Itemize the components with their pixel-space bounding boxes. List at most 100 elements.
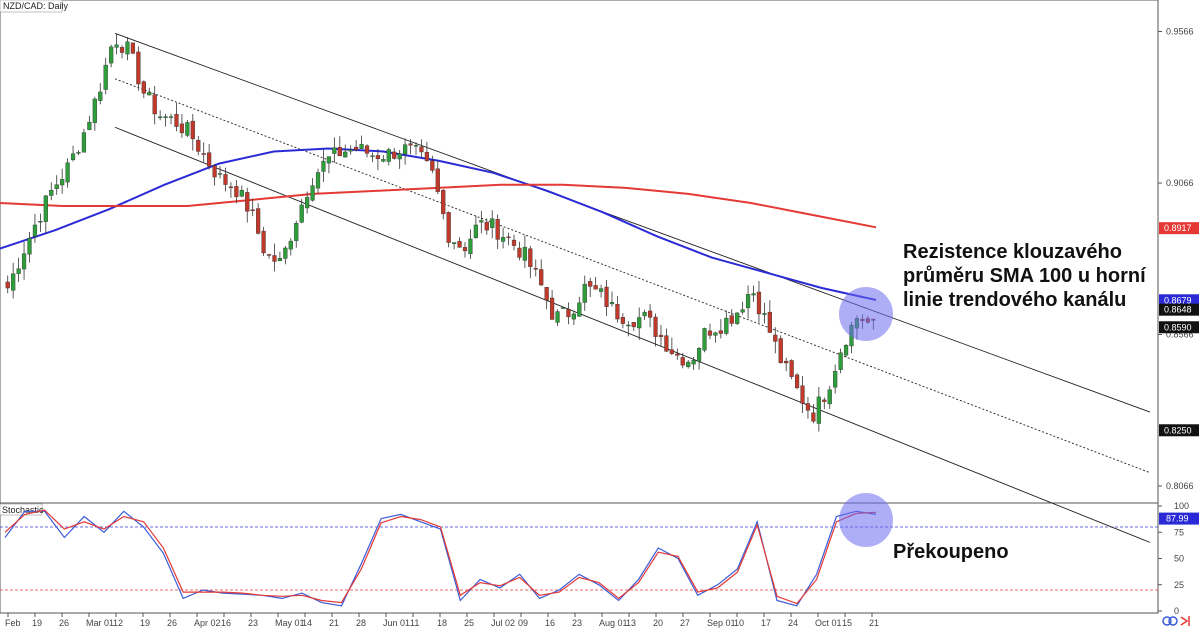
candle-body [337,147,342,157]
candle-body [707,330,713,336]
candle-body [403,144,408,155]
candle-body [441,190,446,215]
candle-body [511,239,517,246]
candle-body [686,361,691,367]
candle-body [343,151,348,158]
candle-body [745,294,751,309]
candle-body [647,310,653,318]
x-tick-label: May 01 [275,618,305,628]
x-tick-label: 16 [545,618,555,628]
candle-body [794,374,800,389]
main-title-box: NZD/CAD: Daily [0,0,69,13]
candle-body [212,165,217,178]
candle-body [560,307,566,309]
candle-body [38,221,43,223]
candle-body [81,132,87,153]
channel-middle-line [114,78,1151,474]
candle-body [740,309,745,313]
x-tick-label: 13 [626,618,636,628]
x-tick-label: 27 [680,618,690,628]
candle-body [168,116,174,118]
x-tick-label: Jun 01 [383,618,410,628]
candle-body [598,288,604,292]
candle-body [228,186,234,189]
candle-body [92,98,97,124]
candle-body [446,212,451,243]
candle-body [419,146,424,153]
x-tick-label: 25 [464,618,474,628]
candle-body [354,146,359,150]
candle-body [272,255,277,262]
stoch-y-tick-label: 100 [1174,501,1189,511]
candle-body [234,186,239,198]
candle-body [582,283,587,303]
candle-body [767,311,772,333]
y-tick-label: 0.9066 [1166,178,1194,188]
candle-body [315,172,321,189]
price-tag [1159,321,1199,334]
candle-body [609,302,615,305]
x-tick-label: 16 [221,618,231,628]
stoch-value-tag [1159,512,1199,525]
candle-body [65,162,70,183]
candle-body [386,149,391,162]
x-tick-label: 17 [761,618,771,628]
candle-body [435,168,440,192]
x-tick-label: 20 [653,618,663,628]
jump-to-end-icon[interactable] [1180,616,1190,626]
stoch-title: Stochastic [2,505,44,515]
stoch-y-tick-label: 75 [1174,527,1184,537]
candle-body [495,218,500,240]
candle-body [457,240,462,248]
x-tick-label: Aug 01 [599,618,628,628]
candle-body [490,218,495,228]
candle-body [49,190,54,196]
candle-body [245,192,250,212]
candle-body [16,268,21,274]
candle-body [223,174,228,185]
candle-body [827,389,832,405]
candle-body [506,236,511,239]
candle-body [430,160,435,171]
candle-body [424,152,429,161]
x-tick-label: 12 [113,618,123,628]
stoch-y-tick-label: 50 [1174,554,1184,564]
price-tag-label: 0.8917 [1164,223,1192,233]
candle-body [217,173,223,175]
candle-body [653,316,658,337]
candle-body [620,317,625,324]
candle-body [119,47,125,53]
x-tick-label: 10 [734,618,744,628]
candle-body [76,152,81,154]
x-tick-label: Feb [5,618,21,628]
chart-title: NZD/CAD: Daily [3,1,69,11]
candle-body [408,143,413,146]
candle-body [822,399,827,402]
y-tick-label: 0.8566 [1166,330,1194,340]
candle-body [811,412,816,422]
sync-icon[interactable] [1162,616,1178,626]
candle-body [789,360,794,377]
candle-body [484,221,489,231]
stochastic-lines [4,509,877,607]
candle-body [735,312,740,324]
candle-body [473,224,478,238]
overbought-highlight-circle [839,493,893,547]
candle-body [158,116,163,119]
candle-body [539,269,544,286]
price-tag-label: 0.8590 [1164,322,1192,332]
candle-body [522,246,527,261]
candle-body [294,222,299,241]
overbought-annotation: Překoupeno [893,541,1009,563]
candle-body [190,120,195,140]
candle-body [784,360,789,364]
candle-body [359,143,364,149]
candle-body [517,247,522,258]
price-tag [1159,294,1199,307]
candle-body [642,311,647,317]
candle-body [805,403,811,411]
price-tag-label: 0.8679 [1164,295,1192,305]
candle-body [593,285,598,290]
